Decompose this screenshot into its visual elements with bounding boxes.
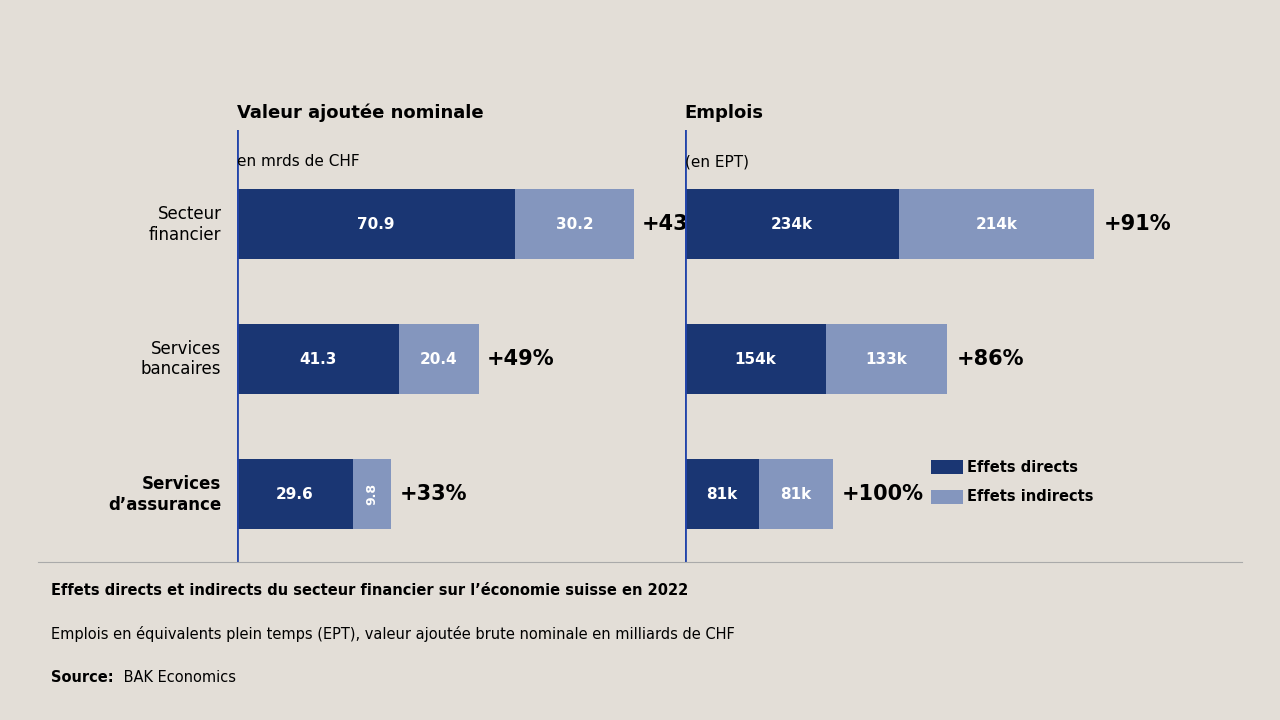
Bar [515,189,634,259]
Bar [237,324,399,395]
Text: Emplois: Emplois [685,104,764,122]
Text: Secteur
financier: Secteur financier [148,204,221,243]
Text: +43%: +43% [641,214,709,234]
Text: Effets directs: Effets directs [968,459,1078,474]
Text: 234k: 234k [771,217,813,232]
Text: 30.2: 30.2 [556,217,593,232]
Text: +49%: +49% [486,349,554,369]
Text: BAK Economics: BAK Economics [119,670,236,685]
Text: Services
d’assurance: Services d’assurance [109,474,221,513]
Text: 81k: 81k [781,487,812,502]
Text: 9.8: 9.8 [366,483,379,505]
Bar [685,324,826,395]
Bar [237,459,353,529]
Text: Effets directs et indirects du secteur financier sur l’économie suisse en 2022: Effets directs et indirects du secteur f… [51,583,689,598]
Bar [931,490,963,503]
Bar [899,189,1094,259]
Text: 20.4: 20.4 [420,351,458,366]
Bar [237,189,515,259]
Text: Source:: Source: [51,670,114,685]
Text: +91%: +91% [1103,214,1171,234]
Text: 214k: 214k [975,217,1018,232]
Text: 154k: 154k [735,351,776,366]
Text: +33%: +33% [399,484,467,504]
Bar [826,324,947,395]
Text: (en EPT): (en EPT) [685,154,749,169]
Text: Valeur ajoutée nominale: Valeur ajoutée nominale [237,104,484,122]
Bar [759,459,833,529]
Bar [353,459,392,529]
Text: +100%: +100% [842,484,924,504]
Text: en mrds de CHF: en mrds de CHF [237,154,360,169]
Bar [399,324,479,395]
Text: Emplois en équivalents plein temps (EPT), valeur ajoutée brute nominale en milli: Emplois en équivalents plein temps (EPT)… [51,626,735,642]
Bar [685,189,899,259]
Text: Effets indirects: Effets indirects [968,490,1093,504]
Text: 81k: 81k [707,487,737,502]
Text: 133k: 133k [865,351,908,366]
Bar [685,459,759,529]
Bar [931,460,963,474]
Text: 70.9: 70.9 [357,217,394,232]
Text: 29.6: 29.6 [276,487,314,502]
Text: Services
bancaires: Services bancaires [141,340,221,379]
Text: +86%: +86% [956,349,1024,369]
Text: 41.3: 41.3 [300,351,337,366]
